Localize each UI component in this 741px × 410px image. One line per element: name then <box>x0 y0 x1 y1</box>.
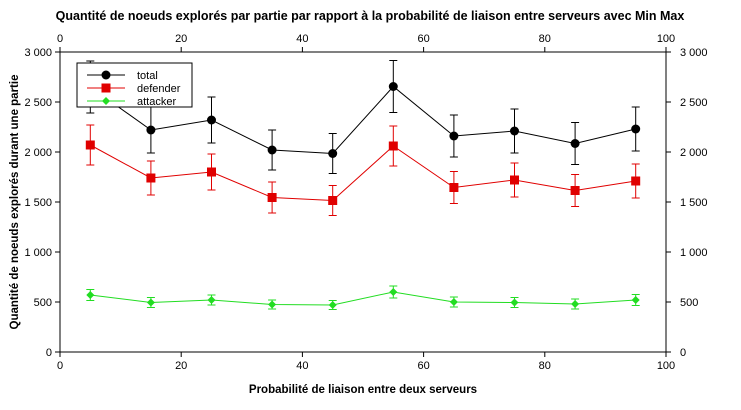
data-point <box>631 124 641 134</box>
data-point <box>207 167 216 177</box>
x-tick-label-bottom: 60 <box>417 360 429 372</box>
data-point <box>146 298 155 307</box>
y-tick-label-left: 1 500 <box>24 197 52 209</box>
x-tick-label-top: 40 <box>296 33 308 45</box>
y-tick-label-right: 500 <box>680 297 698 309</box>
y-tick-label-left: 2 500 <box>24 97 52 109</box>
x-tick-label-bottom: 100 <box>657 360 675 372</box>
series-layer <box>85 60 641 310</box>
legend-label: defender <box>137 83 181 95</box>
data-point <box>388 82 398 91</box>
data-point <box>631 176 641 186</box>
data-point <box>631 296 640 304</box>
legend-label: attacker <box>137 96 176 108</box>
y-tick-label-left: 2 000 <box>24 147 52 159</box>
y-tick-label-right: 2 000 <box>680 147 708 159</box>
legend-marker <box>101 83 111 93</box>
data-point <box>146 173 156 183</box>
x-tick-label-top: 100 <box>657 33 675 45</box>
data-point <box>510 126 519 136</box>
data-point <box>207 115 216 125</box>
x-axis-label: Probabilité de liaison entre deux serveu… <box>249 384 477 396</box>
data-point <box>328 301 337 309</box>
x-tick-label-top: 80 <box>539 33 551 45</box>
data-point <box>570 186 580 195</box>
series-attacker <box>86 285 640 310</box>
y-tick-label-left: 500 <box>34 297 52 309</box>
data-point <box>328 196 338 205</box>
data-point <box>389 288 398 296</box>
x-tick-label-top: 60 <box>417 33 429 45</box>
data-point <box>267 145 277 155</box>
x-tick-label-bottom: 80 <box>539 360 551 372</box>
legend-label: total <box>137 70 158 82</box>
data-point <box>86 291 95 299</box>
y-axis-label: Quantité de noeuds explorés durant une p… <box>9 75 21 330</box>
x-tick-label-top: 20 <box>175 33 187 45</box>
y-tick-label-right: 3 000 <box>680 47 708 59</box>
data-point <box>449 298 458 306</box>
x-tick-label-bottom: 40 <box>296 360 308 372</box>
data-point <box>207 296 216 304</box>
legend-marker <box>102 97 110 105</box>
y-tick-label-left: 3 000 <box>24 47 52 59</box>
data-point <box>510 298 519 307</box>
series-total <box>85 60 641 174</box>
data-point <box>510 175 519 185</box>
data-point <box>328 149 338 158</box>
data-point <box>449 183 459 192</box>
data-point <box>388 141 398 151</box>
data-point <box>570 139 580 148</box>
x-tick-label-bottom: 20 <box>175 360 187 372</box>
y-tick-label-right: 0 <box>680 347 686 359</box>
data-point <box>267 193 277 202</box>
y-tick-label-left: 1 000 <box>24 247 52 259</box>
chart-title: Quantité de noeuds explorés par partie p… <box>56 9 685 23</box>
legend-marker <box>101 70 111 80</box>
y-tick-label-right: 1 000 <box>680 247 708 259</box>
y-tick-label-right: 2 500 <box>680 97 708 109</box>
x-tick-label-bottom: 0 <box>57 360 63 372</box>
legend-box <box>76 62 193 108</box>
series-line <box>90 144 636 202</box>
series-line <box>90 85 636 155</box>
series-line <box>90 291 636 306</box>
data-point <box>571 300 580 308</box>
data-point <box>146 125 156 135</box>
data-point <box>85 140 95 150</box>
y-tick-label-left: 0 <box>46 347 52 359</box>
data-point <box>449 131 459 141</box>
y-tick-label-right: 1 500 <box>680 197 708 209</box>
data-point <box>268 300 277 309</box>
x-tick-label-top: 0 <box>57 33 63 45</box>
series-defender <box>85 124 641 216</box>
